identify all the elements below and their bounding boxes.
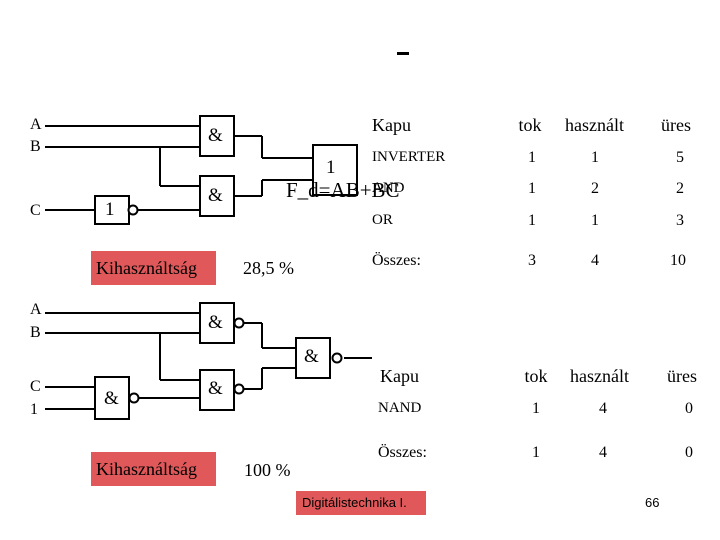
table2-header-tok: tok [524, 366, 548, 386]
circuit1-gates [94, 115, 358, 225]
nand-gate-1-bubble [233, 317, 245, 329]
utilization-box-2: Kihasználtság [91, 452, 216, 486]
utilization-label-2: Kihasználtság [96, 459, 197, 479]
table2-header-ures: üres [667, 366, 697, 386]
table1-total-label: Összes: [372, 252, 421, 269]
function-text: F_d=AB+BC [286, 178, 400, 202]
table1-row3-free: 3 [676, 212, 684, 229]
table1-row3-gate: OR [372, 212, 393, 228]
input-label-b: B [30, 138, 41, 155]
input-label-c: C [30, 202, 41, 219]
table2-row1-tok: 1 [532, 400, 540, 417]
top-dash-mark [397, 52, 409, 55]
table1-row1-tok: 1 [528, 149, 536, 166]
and-gate-1 [199, 115, 235, 157]
table2-total-tok: 1 [532, 444, 540, 461]
table1-row2-free: 2 [676, 180, 684, 197]
table2-row1-gate: NAND [378, 400, 422, 416]
input2-label-1: 1 [30, 401, 38, 418]
table1-row1-gate: INVERTER [372, 149, 446, 165]
table2-total-label: Összes: [378, 444, 427, 461]
nand-gate-4 [295, 337, 331, 379]
input-label-a: A [30, 116, 42, 133]
table2-row1-used: 4 [599, 400, 607, 417]
footer-bar: Digitálistechnika I. [296, 491, 426, 515]
table1-row2-gate: AND [372, 180, 405, 196]
table2-total-used: 4 [599, 444, 607, 461]
nand-gate-1-symbol: & [208, 312, 223, 333]
inverter-bubble [127, 204, 139, 216]
nand-gate-1 [199, 302, 235, 344]
utilization-value-2: 100 % [244, 460, 291, 480]
and-gate-2-symbol: & [208, 185, 223, 206]
table1-total-tok: 3 [528, 252, 536, 269]
or-gate [312, 144, 358, 196]
table2-header-hasznalt: használt [570, 366, 629, 386]
nand-gate-3-bubble [233, 383, 245, 395]
table1-row3-tok: 1 [528, 212, 536, 229]
circuit2-gates [94, 302, 343, 420]
utilization-value-1: 28,5 % [243, 258, 294, 278]
table1-row1-used: 1 [591, 149, 599, 166]
circuit2-wires [45, 312, 372, 410]
table2-header-kapu: Kapu [380, 366, 419, 386]
table1-row2-used: 2 [591, 180, 599, 197]
and-gate-2 [199, 175, 235, 217]
input2-label-c: C [30, 378, 41, 395]
table1-header-kapu: Kapu [372, 115, 411, 135]
table2-row1-free: 0 [685, 400, 693, 417]
utilization-label-1: Kihasználtság [96, 258, 197, 278]
nand-gate-4-symbol: & [304, 346, 319, 367]
table1-total-used: 4 [591, 252, 599, 269]
table1-header-hasznalt: használt [565, 115, 624, 135]
table1-row2-tok: 1 [528, 180, 536, 197]
nand-gate-4-bubble [331, 352, 343, 364]
input2-label-b: B [30, 324, 41, 341]
nand-gate-2-bubble [128, 392, 140, 404]
inverter-symbol: 1 [105, 199, 115, 220]
table1-header-tok: tok [518, 115, 542, 135]
footer-text: Digitálistechnika I. [302, 495, 407, 510]
table1-total-free: 10 [670, 252, 686, 269]
circuit1-wires [45, 125, 313, 211]
nand-gate-3-symbol: & [208, 378, 223, 399]
table1-row3-used: 1 [591, 212, 599, 229]
and-gate-1-symbol: & [208, 125, 223, 146]
nand-gate-2-symbol: & [104, 388, 119, 409]
utilization-box-1: Kihasználtság [91, 251, 216, 285]
input2-label-a: A [30, 301, 42, 318]
table1-header-ures: üres [661, 115, 691, 135]
or-gate-symbol: 1 [326, 157, 336, 178]
table2-total-free: 0 [685, 444, 693, 461]
table1-row1-free: 5 [676, 149, 684, 166]
page-number: 66 [645, 495, 660, 510]
